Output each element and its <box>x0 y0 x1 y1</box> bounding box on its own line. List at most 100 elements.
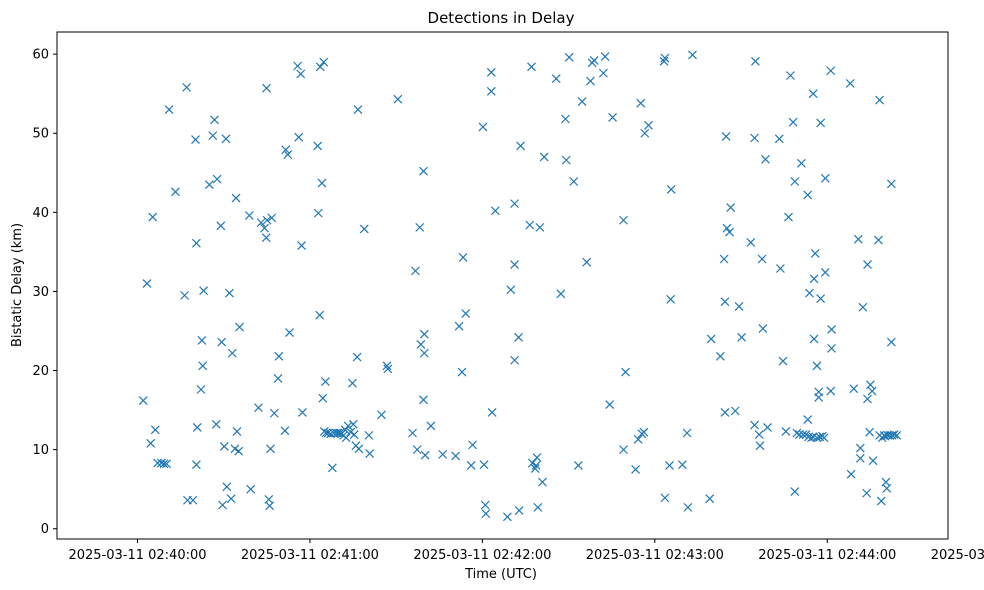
data-point <box>556 289 566 299</box>
data-point <box>619 215 628 225</box>
data-point <box>636 98 646 108</box>
data-point <box>159 459 169 469</box>
data-point <box>812 361 822 371</box>
data-point <box>454 321 464 331</box>
data-point <box>678 460 687 470</box>
data-point <box>730 406 740 416</box>
data-point <box>598 68 608 78</box>
data-point <box>218 500 227 510</box>
data-point <box>451 451 461 461</box>
data-point <box>827 324 837 334</box>
data-point <box>480 500 490 510</box>
data-point <box>846 469 856 479</box>
data-point <box>210 115 219 125</box>
data-point <box>819 433 829 443</box>
data-point <box>803 415 813 424</box>
x-tick-label: 2025-03-11 02:42:00 <box>413 548 551 563</box>
data-point <box>478 122 488 132</box>
data-point <box>867 386 877 396</box>
y-tick-label: 30 <box>32 285 49 300</box>
data-point <box>530 464 540 474</box>
data-point <box>726 203 736 213</box>
data-point <box>182 82 192 92</box>
data-point <box>631 464 640 474</box>
data-point <box>266 444 275 454</box>
data-point <box>377 410 386 420</box>
x-tick-label: 2025-03-11 02:44:00 <box>758 548 896 563</box>
data-point <box>644 120 653 130</box>
data-point <box>298 408 307 417</box>
data-point <box>660 53 670 63</box>
data-point <box>420 450 430 460</box>
data-point <box>217 337 227 347</box>
data-point <box>349 430 359 440</box>
data-point <box>798 430 808 440</box>
data-point <box>725 227 734 237</box>
data-point <box>313 208 323 218</box>
data-point <box>148 212 158 222</box>
data-point <box>481 509 491 519</box>
data-point <box>162 459 171 469</box>
data-point <box>683 502 693 512</box>
y-tick-label: 40 <box>32 206 49 221</box>
data-point <box>737 332 747 342</box>
data-point <box>808 89 818 99</box>
y-tick-label: 10 <box>32 443 49 458</box>
data-point <box>882 483 892 493</box>
data-point <box>317 178 327 188</box>
data-point <box>410 266 420 276</box>
data-point <box>706 334 716 344</box>
x-tick-label: 2025-03-11 02:40:00 <box>68 548 206 563</box>
data-point <box>364 430 374 440</box>
data-point <box>514 332 524 342</box>
data-point <box>754 430 764 440</box>
data-point <box>353 105 363 114</box>
data-point <box>621 367 630 377</box>
data-point <box>531 461 541 470</box>
data-point <box>164 105 174 114</box>
data-point <box>849 384 859 394</box>
data-point <box>755 441 765 451</box>
data-point <box>758 324 768 334</box>
data-point <box>865 380 875 390</box>
data-point <box>393 94 403 104</box>
data-point <box>781 427 791 436</box>
data-point <box>868 456 878 466</box>
data-point <box>348 419 358 429</box>
data-point <box>208 131 218 141</box>
y-tick-label: 20 <box>32 364 49 379</box>
data-point <box>796 158 806 168</box>
data-point <box>721 131 731 141</box>
data-point <box>319 57 329 67</box>
data-point <box>573 461 583 470</box>
data-point <box>874 235 883 245</box>
data-point <box>510 199 519 209</box>
data-point <box>468 440 478 450</box>
data-point <box>365 449 375 459</box>
data-point <box>235 322 244 332</box>
data-point <box>525 220 535 230</box>
data-point <box>348 378 357 388</box>
data-point <box>315 62 325 72</box>
data-point <box>212 174 222 184</box>
data-point <box>809 334 819 344</box>
data-point <box>461 309 471 319</box>
data-point <box>211 419 221 429</box>
data-point <box>863 394 872 404</box>
data-point <box>222 482 232 492</box>
data-point <box>605 400 615 409</box>
data-point <box>812 433 822 443</box>
data-point <box>776 264 785 273</box>
data-point <box>510 260 519 269</box>
data-point <box>750 420 759 430</box>
x-axis-label: Time (UTC) <box>464 567 537 582</box>
data-point <box>814 387 824 397</box>
data-point <box>315 310 325 320</box>
data-point <box>267 213 277 223</box>
data-point <box>827 343 837 353</box>
data-point <box>204 180 214 190</box>
data-point <box>784 212 793 222</box>
data-point <box>551 74 561 84</box>
